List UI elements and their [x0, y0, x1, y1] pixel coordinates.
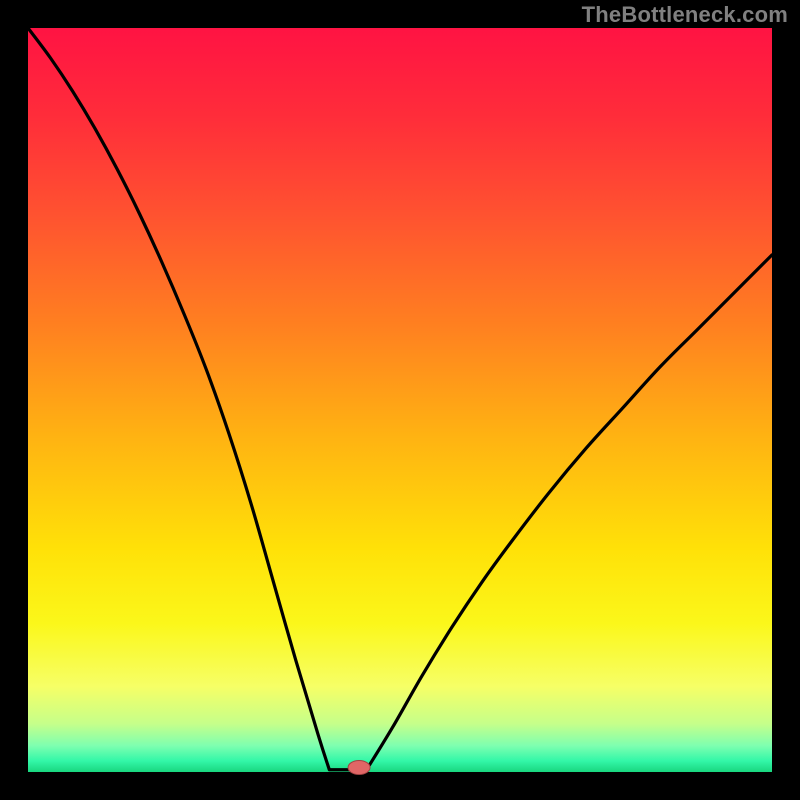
optimal-point-marker [348, 761, 370, 775]
chart-container: TheBottleneck.com [0, 0, 800, 800]
watermark-text: TheBottleneck.com [582, 2, 788, 28]
plot-area [28, 28, 772, 772]
bottleneck-chart [0, 0, 800, 800]
